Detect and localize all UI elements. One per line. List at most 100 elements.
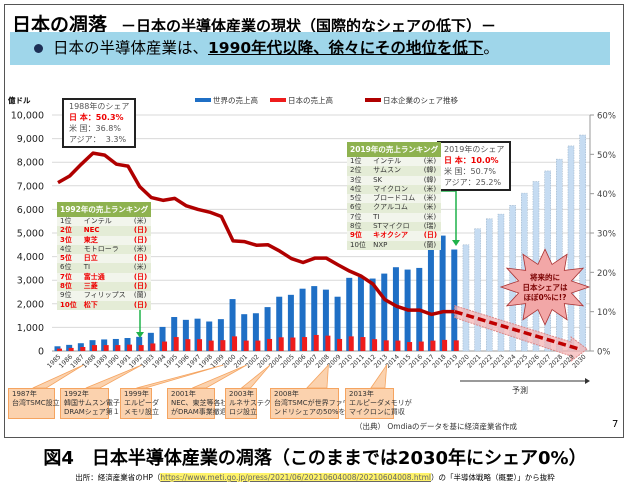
japan-sales-bar [372,339,378,351]
figure-caption: 図4 日本半導体産業の凋落（このままでは2030年にシェア0%） [43,448,587,469]
share-2019-box: 2019年のシェア日 本：10.0% 米 国：50.7% アジア：25.2% [437,141,512,191]
ranking-rank: 2位 [57,226,81,236]
world-sales-bar [182,319,189,351]
bullet-emphasis: 1990年代以降、徐々にその地位を低下 [208,39,484,57]
japan-sales-bar [57,348,62,351]
event-callout-tail [85,364,142,389]
world-sales-bar [276,296,283,351]
starburst-text: ほぼ0%に!? [523,292,566,302]
summary-band: 日本の半導体産業は、1990年代以降、徐々にその地位を低下。 [10,32,610,65]
ranking-rank: 9位 [57,291,81,301]
ranking-row: 2位 サムスン (韓) [347,166,442,176]
event-callout: 2013年 エルピーダメモリが マイクロンに買収 [345,388,412,419]
ranking-country: (韓) [420,166,442,176]
ranking-row: 3位 東芝 (日) [57,235,152,245]
world-sales-bar [136,336,143,351]
y2-tick-label: 50% [597,151,616,161]
japan-sales-bar [92,345,98,351]
share-1988-asia: アジア： 3.3% [69,135,127,144]
japan-sales-bar [103,345,109,351]
source-note: （出典） Omdiaのデータを基に経済産業省作成 [355,422,518,431]
world-sales-bar [241,314,248,351]
ranking-company: ブロードコム [370,194,421,204]
ranking-row: 6位 TI (米) [57,263,152,273]
japan-sales-bar [173,337,179,351]
ranking-country: (日) [130,226,152,236]
ranking-1992-table: 1992年の売上ランキング 1位 インテル (米) 2位 NEC (日) 3位 東芝 (日) 4位モ… [57,202,152,310]
ranking-company: サムスン [370,166,421,176]
y-tick-label: 9,000 [17,134,44,145]
ranking-company: インテル [370,157,421,167]
ranking-rank: 4位 [347,184,371,195]
japan-sales-bar [418,341,424,351]
japan-sales-bar [313,334,319,351]
share-2019-title: 2019年のシェア [444,145,505,154]
japan-sales-bar [197,339,203,351]
ranking-row: 1位 インテル (米) [347,157,442,167]
ranking-company: モトローラ [80,244,131,255]
ranking-row: 10位 NXP (蘭) [347,240,442,250]
ranking-country: (米) [130,263,152,273]
ranking-rank: 9位 [347,231,371,241]
legend-swatch [195,98,211,102]
event-callout: 2003年 ルネサステクノ ロジ設立 [225,388,277,419]
ranking-row: 8位 三菱 (日) [57,282,152,292]
legend-label: 日本の売上高 [288,95,333,105]
ranking-company: NEC [80,226,131,236]
world-sales-bar [451,249,458,351]
ranking-rank: 4位 [57,244,81,255]
ranking-company: フィリップス [80,291,131,301]
world-sales-bar [369,278,376,351]
ranking-country: (米) [420,203,442,213]
japan-sales-bar [232,336,238,351]
arrowhead-1992 [136,332,144,338]
ranking-company: SK [370,175,421,185]
japan-sales-bar [337,338,343,351]
japan-sales-bar [453,340,459,351]
ranking-rank: 1位 [347,157,371,167]
ranking-rank: 3位 [57,235,81,245]
japan-sales-bar [348,336,354,351]
ranking-rank: 7位 [57,272,81,283]
world-sales-bar [264,307,271,351]
world-sales-bar [252,313,259,351]
ranking-country: (日) [130,272,152,283]
world-sales-bar [346,277,353,351]
ranking-country: (米) [420,194,442,204]
event-callout: 2001年 NEC、東芝等各社 がDRAM事業撤退 [167,388,228,419]
credit-link[interactable]: https://www.meti.go.jp/press/2021/06/202… [160,473,431,482]
event-callout: 1999年 エルピーダ メモリ設立 [120,388,159,419]
ranking-company: 富士通 [80,272,131,283]
ranking-rank: 6位 [347,203,371,213]
ranking-country: (蘭) [420,240,442,250]
event-callout: 2008年 台湾TSMCが世界ファウ ンドリシェアの50%を獲得 [270,388,360,419]
y2-tick-label: 40% [597,190,616,200]
world-sales-bar [112,338,119,351]
y-tick-label: 4,000 [17,252,44,263]
japan-sales-bar [383,340,389,351]
forecast-label: 予測 [512,385,528,395]
japan-sales-bar [430,340,436,351]
world-sales-bar [124,338,131,351]
legend-swatch [365,98,381,102]
forecast-world-sales-bar [579,134,586,352]
forecast-world-sales-bar [474,228,481,352]
arrowhead-2019 [452,240,460,246]
event-callout: 1992年 韓国サムスン電子が DRAMシェア第１位 [60,388,127,419]
share-2019-us: 米 国：50.7% [444,167,496,176]
world-sales-bar [206,321,213,351]
title-subtitle: －日本の半導体産業の現状（国際的なシェアの低下）－ [121,17,497,35]
ranking-row: 1位 インテル (米) [57,217,152,227]
legend-label: 世界の売上高 [213,95,258,105]
y-tick-label: 8,000 [17,158,44,169]
ranking-country: (日) [130,282,152,292]
world-sales-bar [392,267,399,351]
world-sales-bar [229,299,236,351]
share-1988-box: 1988年のシェア日 本：50.3% 米 国：36.8% アジア： 3.3% [62,98,137,148]
world-sales-bar [159,326,166,351]
share-1988-us: 米 国：36.8% [69,124,121,133]
forecast-arrowhead [585,378,590,384]
ranking-row: 4位 マイクロン (米) [347,184,442,195]
japan-sales-bar [267,338,273,351]
ranking-2019-table: 2019年の売上ランキング 1位 インテル (米) 2位 サムスン (韓) 3位 SK (韓) 4位… [347,142,442,250]
